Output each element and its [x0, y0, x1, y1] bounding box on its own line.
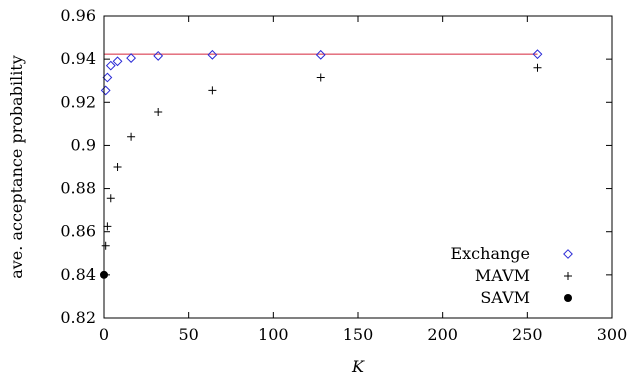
legend-marker-mavm — [564, 272, 572, 280]
exchange-point — [207, 49, 218, 60]
mavm-point — [101, 241, 110, 250]
exchange-point — [126, 53, 137, 63]
y-tick-label: 0.94 — [60, 49, 96, 68]
y-axis-label: ave. acceptance probability — [7, 55, 26, 279]
mavm-point — [154, 107, 163, 116]
y-tick-label: 0.92 — [60, 92, 96, 111]
mavm-point — [533, 63, 542, 72]
x-tick-label: 200 — [427, 325, 458, 344]
y-tick-label: 0.84 — [60, 265, 96, 284]
y-tick-label: 0.82 — [60, 308, 96, 327]
legend-label-mavm: MAVM — [475, 266, 530, 285]
mavm-point — [127, 132, 136, 141]
x-tick-label: 0 — [99, 325, 109, 344]
y-tick-label: 0.88 — [60, 179, 96, 198]
legend-label-savm: SAVM — [480, 288, 530, 307]
exchange-point — [112, 56, 123, 67]
x-tick-label: 100 — [258, 325, 289, 344]
legend-label-exchange: Exchange — [450, 244, 530, 263]
exchange-point — [100, 85, 111, 96]
x-tick-label: 250 — [512, 325, 543, 344]
y-tick-label: 0.9 — [71, 135, 96, 154]
exchange-point — [102, 72, 113, 83]
legend: Exchange MAVM SAVM — [450, 244, 573, 307]
x-tick-label: 150 — [343, 325, 374, 344]
y-tick-label: 0.96 — [60, 6, 96, 25]
exchange-point — [105, 60, 116, 71]
data-marks — [100, 49, 543, 279]
x-tick-label: 300 — [597, 325, 628, 344]
axes: 0 50 100 150 200 250 300 0.82 0.84 0.86 0.88 0.9 0.9… — [60, 6, 627, 344]
x-axis-label: K — [351, 357, 365, 376]
mavm-point — [106, 194, 115, 203]
plot-frame — [103, 15, 613, 319]
x-tick-label: 50 — [178, 325, 198, 344]
y-tick-label: 0.86 — [60, 222, 96, 241]
mavm-point — [103, 222, 112, 231]
exchange-point — [532, 49, 543, 60]
mavm-point — [113, 163, 122, 171]
legend-marker-savm — [564, 294, 572, 302]
exchange-point — [315, 49, 326, 60]
mavm-point — [316, 73, 325, 82]
mavm-point — [208, 86, 217, 95]
exchange-point — [153, 51, 164, 61]
legend-marker-exchange — [563, 249, 573, 259]
